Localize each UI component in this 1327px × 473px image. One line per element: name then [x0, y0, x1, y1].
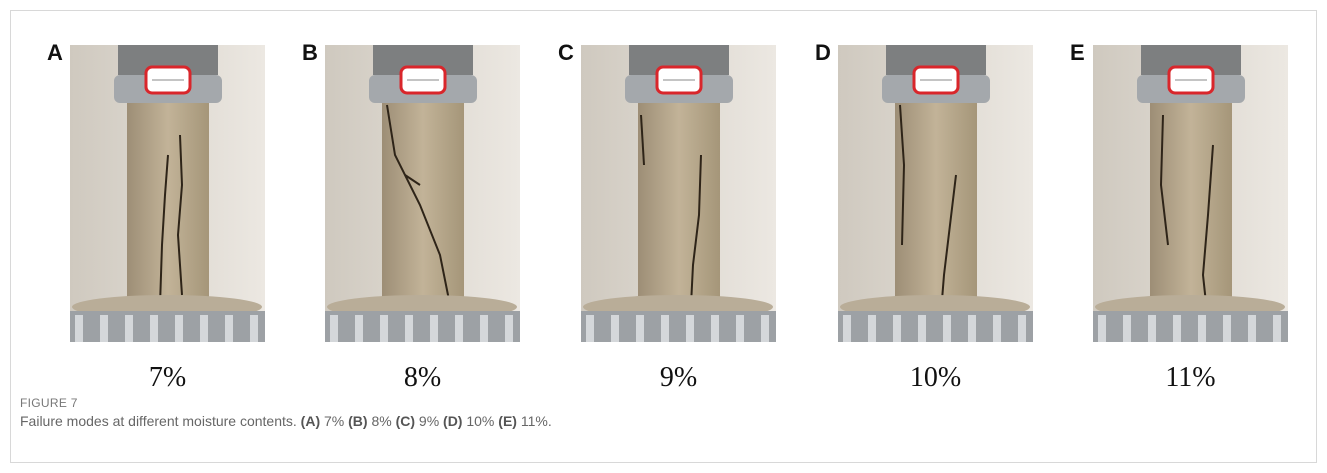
platen-shine	[330, 315, 338, 342]
caption-item: 8%	[371, 413, 391, 429]
sample	[895, 100, 977, 312]
panel-letter: D	[815, 40, 831, 66]
platen-shine	[100, 315, 108, 342]
platen-shine	[1223, 315, 1231, 342]
platen-shine	[686, 315, 694, 342]
platen-shine	[225, 315, 233, 342]
platen	[581, 311, 776, 342]
specimen-photo	[70, 45, 265, 342]
platen-shine	[893, 315, 901, 342]
platen-shine	[761, 315, 769, 342]
platen-shine	[586, 315, 594, 342]
sample	[638, 100, 720, 312]
platen-shine	[636, 315, 644, 342]
specimen-photo	[581, 45, 776, 342]
platen	[1093, 311, 1288, 342]
platen-shine	[175, 315, 183, 342]
caption-item: 10%	[466, 413, 494, 429]
platen-shine	[75, 315, 83, 342]
page: A 7% B 8% C 9% D 10% E 11% FIGURE 7 Failure modes…	[0, 0, 1327, 473]
platen-shine	[250, 315, 258, 342]
caption-tag: (D)	[443, 413, 462, 429]
panel-letter: B	[302, 40, 318, 66]
caption-tag: (A)	[301, 413, 320, 429]
figure-caption: Failure modes at different moisture cont…	[20, 413, 552, 429]
platen-shine	[200, 315, 208, 342]
specimen-photo	[1093, 45, 1288, 342]
panel-caption: 11%	[1093, 362, 1288, 394]
platen-shine	[1148, 315, 1156, 342]
platen-shine	[125, 315, 133, 342]
panel-letter: E	[1070, 40, 1085, 66]
platen-shine	[993, 315, 1001, 342]
panel-caption: 7%	[70, 362, 265, 394]
panel-caption: 10%	[838, 362, 1033, 394]
platen-shine	[918, 315, 926, 342]
platen	[325, 311, 520, 342]
caption-text: Failure modes at different moisture cont…	[20, 413, 297, 429]
panel-letter: A	[47, 40, 63, 66]
platen-shine	[505, 315, 513, 342]
sample	[127, 100, 209, 312]
panel-caption: 8%	[325, 362, 520, 394]
caption-tag: (C)	[396, 413, 415, 429]
platen-shine	[1173, 315, 1181, 342]
platen-shine	[1018, 315, 1026, 342]
platen-shine	[380, 315, 388, 342]
platen-shine	[1273, 315, 1281, 342]
panel-caption: 9%	[581, 362, 776, 394]
platen-shine	[1248, 315, 1256, 342]
caption-tag: (E)	[498, 413, 517, 429]
platen-shine	[968, 315, 976, 342]
platen-shine	[405, 315, 413, 342]
platen-shine	[430, 315, 438, 342]
platen-shine	[736, 315, 744, 342]
platen-shine	[480, 315, 488, 342]
figure-label: FIGURE 7	[20, 396, 78, 410]
platen-shine	[711, 315, 719, 342]
caption-item: 11%.	[521, 413, 552, 429]
specimen-photo	[325, 45, 520, 342]
platen-shine	[843, 315, 851, 342]
platen-shine	[150, 315, 158, 342]
platen-shine	[1098, 315, 1106, 342]
platen-shine	[661, 315, 669, 342]
caption-tag: (B)	[348, 413, 367, 429]
platen-shine	[1123, 315, 1131, 342]
panel-letter: C	[558, 40, 574, 66]
specimen-photo	[838, 45, 1033, 342]
caption-item: 7%	[324, 413, 344, 429]
platen-shine	[611, 315, 619, 342]
caption-item: 9%	[419, 413, 439, 429]
platen-shine	[868, 315, 876, 342]
platen-shine	[1198, 315, 1206, 342]
platen	[70, 311, 265, 342]
platen	[838, 311, 1033, 342]
platen-shine	[455, 315, 463, 342]
platen-shine	[355, 315, 363, 342]
sample	[382, 100, 464, 312]
platen-shine	[943, 315, 951, 342]
